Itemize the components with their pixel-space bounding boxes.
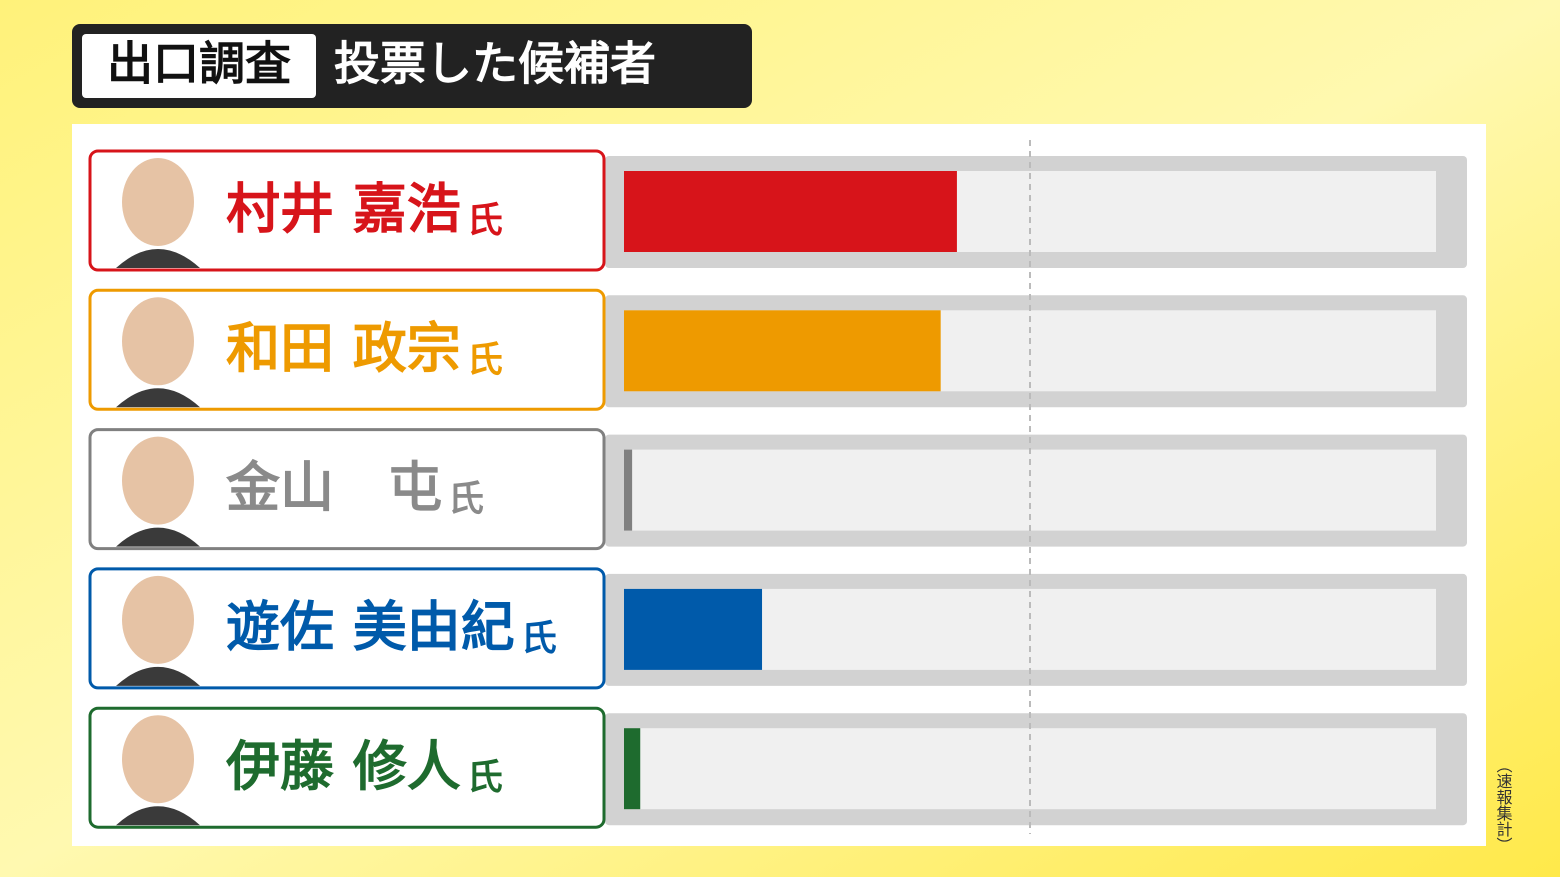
candidate-name: 村井 嘉浩 [226,178,461,241]
candidate-name: 遊佐 美由紀 [226,596,515,659]
candidate-name: 和田 政宗 [226,317,461,380]
title-tag-box [82,34,316,98]
honorific: 氏 [521,618,557,659]
portrait-body [116,388,200,408]
bar [624,728,641,810]
name-box [88,288,606,411]
portrait-head [122,715,194,804]
portrait-body [116,806,200,826]
name-box [88,567,606,690]
note: （速報集計） [1494,757,1513,853]
bar [624,310,941,392]
bar [624,449,633,531]
portrait-head [122,158,194,246]
honorific: 氏 [467,200,503,241]
honorific: 氏 [467,339,503,380]
portrait-body [116,666,200,686]
portrait-head [122,297,194,386]
bar [624,588,763,670]
portrait-body [116,249,200,268]
chart-title: 投票した候補者 [334,37,656,91]
portrait-body [116,527,200,547]
bar [624,171,957,252]
portrait-head [122,575,194,664]
honorific: 氏 [467,757,503,798]
portrait-head [122,436,194,525]
candidate-name: 金山 屯 [225,456,442,519]
name-box [88,149,606,272]
candidate-name: 伊藤 修人 [225,735,461,798]
title-tag: 出口調査 [107,37,291,91]
name-box [88,428,606,551]
name-box [88,706,606,829]
honorific: 氏 [448,479,484,520]
